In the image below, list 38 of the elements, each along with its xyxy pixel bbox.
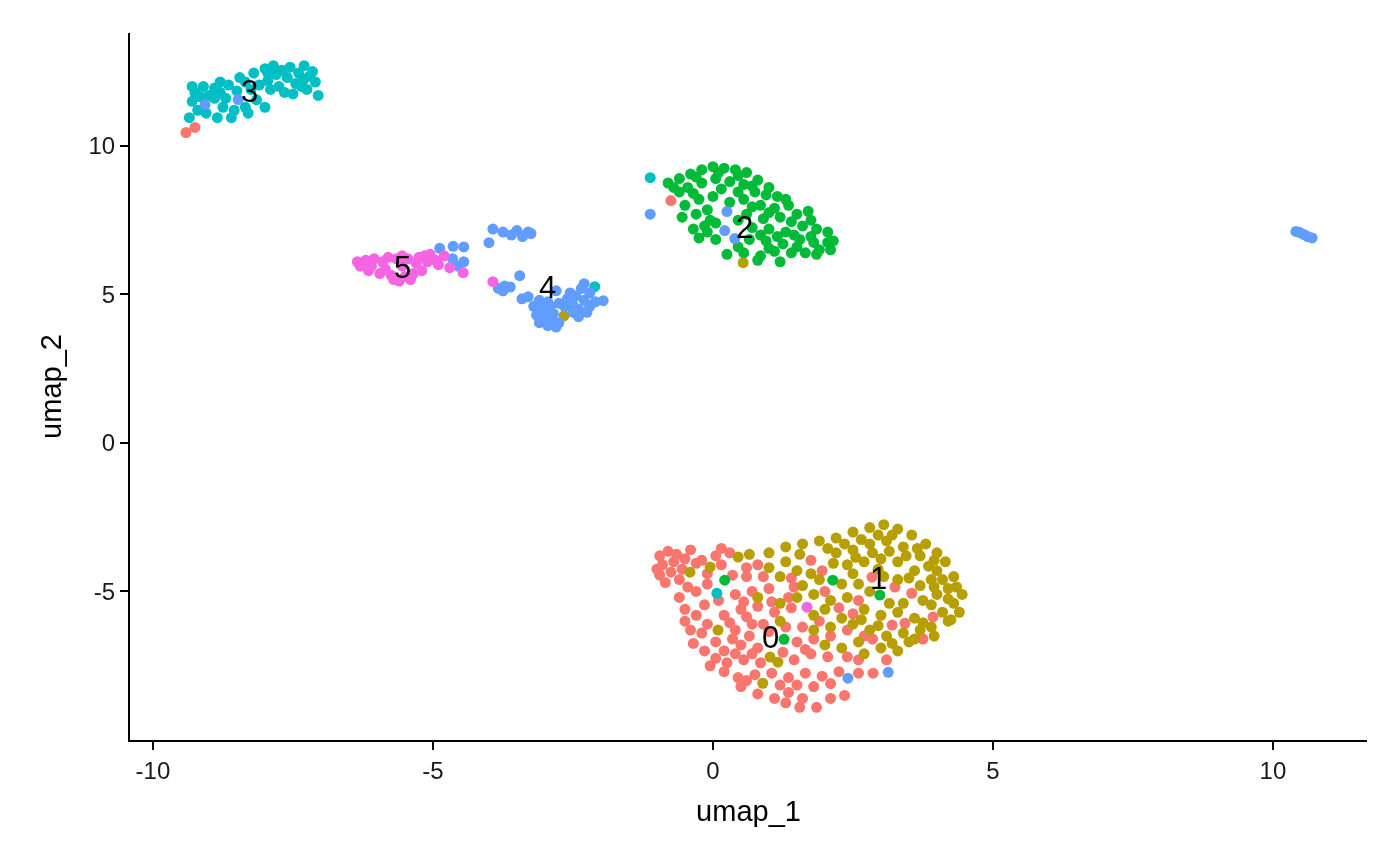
x-tick-label: 5 — [986, 756, 1000, 784]
point — [242, 107, 254, 119]
x-tick-label: -5 — [422, 756, 444, 784]
point — [183, 112, 195, 124]
point — [457, 267, 469, 279]
point — [265, 83, 277, 95]
point — [801, 601, 813, 613]
point — [214, 76, 226, 88]
point — [304, 70, 316, 82]
annotation: 4 — [539, 270, 557, 305]
point — [281, 72, 293, 84]
point — [298, 60, 310, 72]
x-axis-title: umap_1 — [696, 795, 801, 828]
point — [259, 101, 271, 113]
point — [487, 276, 499, 288]
point — [211, 112, 223, 124]
point — [312, 89, 324, 101]
y-axis-title: umap_2 — [35, 334, 68, 439]
y-tick-label: -5 — [93, 577, 116, 605]
point — [225, 112, 237, 124]
point — [711, 587, 723, 599]
point — [438, 250, 450, 262]
point — [379, 263, 391, 275]
point — [197, 80, 209, 92]
y-tick-label: 10 — [88, 132, 116, 160]
point — [287, 88, 299, 100]
point — [416, 265, 428, 277]
point — [186, 80, 198, 92]
point — [276, 64, 288, 76]
x-tick-label: 10 — [1259, 756, 1287, 784]
y-tick-label: 0 — [101, 429, 116, 457]
y-tick-label: 5 — [101, 280, 116, 308]
x-tick-label: -10 — [135, 756, 171, 784]
x-tick-label: 0 — [706, 756, 720, 784]
point — [433, 259, 445, 271]
point — [444, 262, 456, 274]
point — [644, 172, 656, 184]
point — [279, 86, 291, 98]
